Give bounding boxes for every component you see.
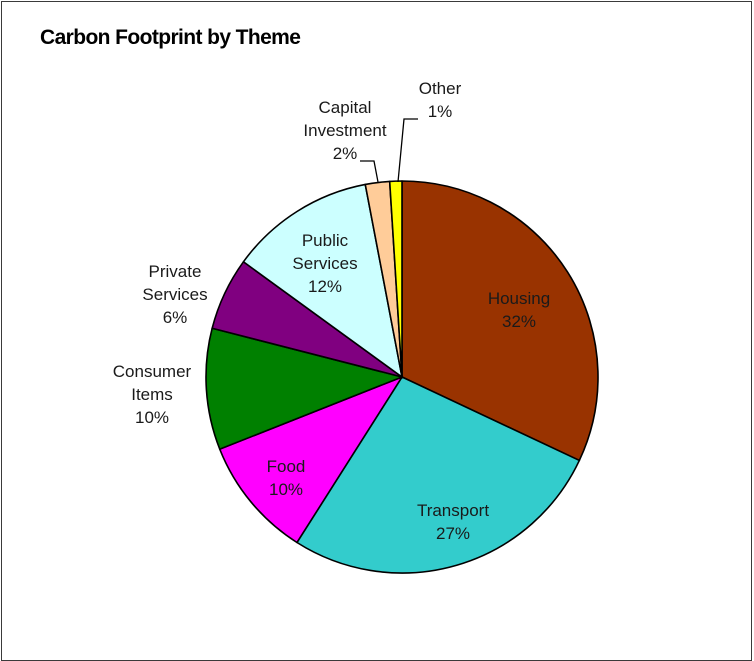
pie-slice-consumer-items [205,327,403,450]
data-label-public-services: Public Services 12% [292,231,357,296]
pie-slice-other [388,180,403,378]
pie-slice-food [218,376,403,544]
pie-slice-housing [401,180,599,462]
data-label-consumer-items: Consumer Items 10% [113,362,192,427]
pie-chart: Housing 32% Transport 27% Food 10% Consumer Ite… [113,79,599,574]
pie-slice-transport [296,376,581,574]
data-label-capital-investment: Capital Investment 2% [303,98,386,163]
data-label-housing: Housing 32% [488,289,550,331]
leader-line-other [397,118,418,183]
data-label-transport: Transport 27% [417,501,489,543]
leader-line-capital-investment [360,160,379,183]
data-label-food: Food 10% [267,457,306,499]
data-label-other: Other 1% [419,79,462,121]
data-label-private-services: Private Services 6% [142,262,207,327]
chart-title: Carbon Footprint by Theme [40,26,301,49]
pie-slice-public-services [242,183,403,378]
